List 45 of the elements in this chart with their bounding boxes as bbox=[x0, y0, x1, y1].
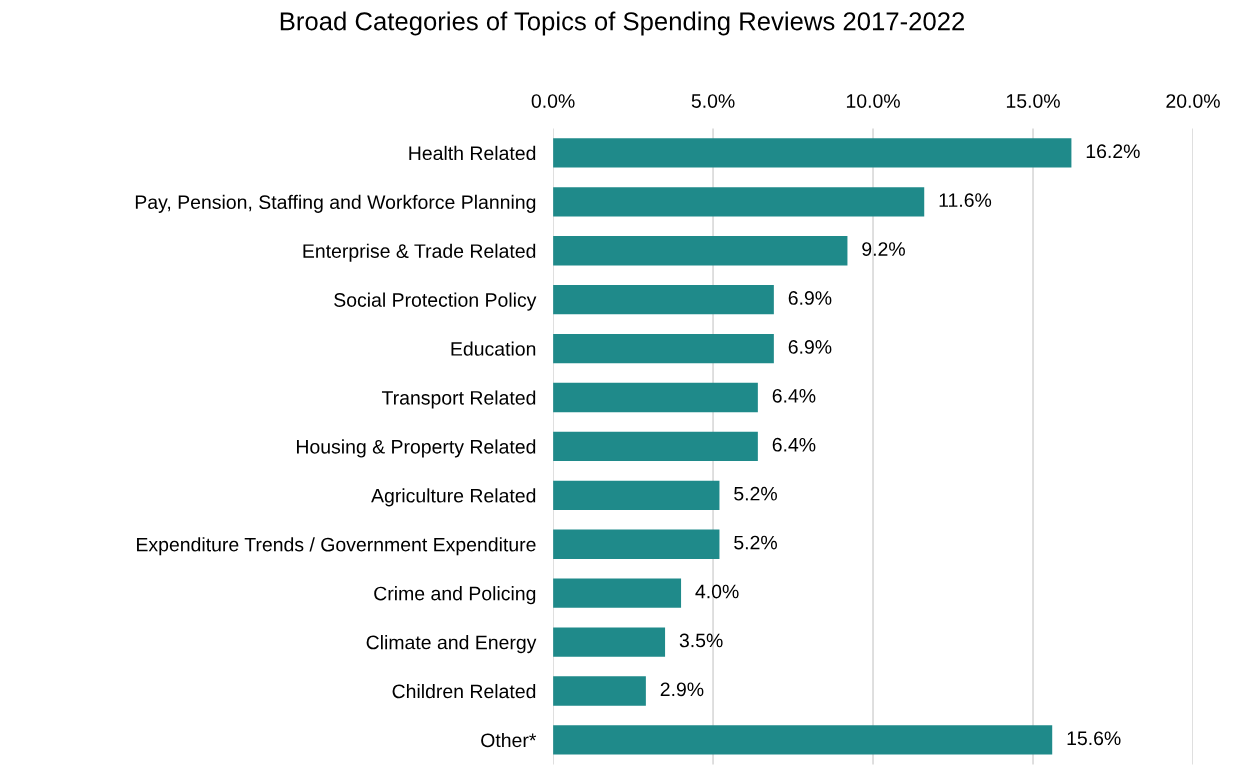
y-tick-label: Enterprise & Trade Related bbox=[303, 243, 536, 262]
bar bbox=[553, 138, 1072, 168]
data-label: 3.5% bbox=[679, 633, 723, 648]
x-tick-label: 20.0% bbox=[1166, 94, 1220, 108]
bar bbox=[553, 333, 774, 364]
data-label: 6.4% bbox=[772, 437, 816, 452]
y-tick-label: Crime and Policing bbox=[374, 586, 536, 605]
x-tick-label: 10.0% bbox=[846, 94, 900, 108]
bar bbox=[553, 676, 646, 706]
y-tick-label: Pay, Pension, Staffing and Workforce Planning bbox=[135, 194, 536, 213]
y-tick-label: Expenditure Trends / Government Expenditure bbox=[137, 537, 536, 556]
data-label: 15.6% bbox=[1067, 731, 1121, 746]
data-label: 11.6% bbox=[939, 193, 992, 208]
data-label: 5.2% bbox=[734, 486, 777, 501]
y-tick-label: Agriculture Related bbox=[371, 488, 536, 507]
y-tick-label: Children Related bbox=[392, 683, 536, 699]
x-tick-label: 5.0% bbox=[691, 94, 735, 108]
bar bbox=[553, 725, 1053, 755]
y-tick-label: Housing & Property Related bbox=[297, 439, 536, 458]
bar bbox=[553, 382, 758, 413]
bar bbox=[553, 578, 682, 608]
data-label: 5.2% bbox=[734, 535, 777, 550]
data-label: 16.2% bbox=[1086, 144, 1140, 159]
data-label: 4.0% bbox=[695, 584, 739, 599]
bar bbox=[553, 431, 758, 462]
bar bbox=[553, 627, 666, 657]
data-label: 6.9% bbox=[788, 291, 832, 305]
x-tick-label: 15.0% bbox=[1006, 94, 1060, 108]
data-label: 2.9% bbox=[660, 682, 704, 697]
y-tick-label: Climate and Energy bbox=[366, 635, 537, 654]
y-tick-label: Health Related bbox=[409, 145, 536, 161]
bar bbox=[553, 480, 720, 510]
y-tick-label: Education bbox=[451, 341, 536, 356]
bar bbox=[553, 284, 774, 315]
chart-title: Broad Categories of Topics of Spending Reviews 2017-2022 bbox=[280, 11, 965, 36]
data-label: 6.9% bbox=[788, 340, 832, 354]
y-tick-label: Social Protection Policy bbox=[334, 292, 537, 311]
y-tick-label: Transport Related bbox=[381, 390, 536, 409]
bar bbox=[553, 187, 925, 217]
data-label: 9.2% bbox=[862, 242, 905, 256]
y-tick-label: Other* bbox=[481, 732, 537, 748]
x-tick-label: 0.0% bbox=[531, 94, 575, 108]
bar bbox=[553, 236, 848, 266]
bar bbox=[553, 529, 720, 559]
data-label: 6.4% bbox=[772, 388, 816, 403]
